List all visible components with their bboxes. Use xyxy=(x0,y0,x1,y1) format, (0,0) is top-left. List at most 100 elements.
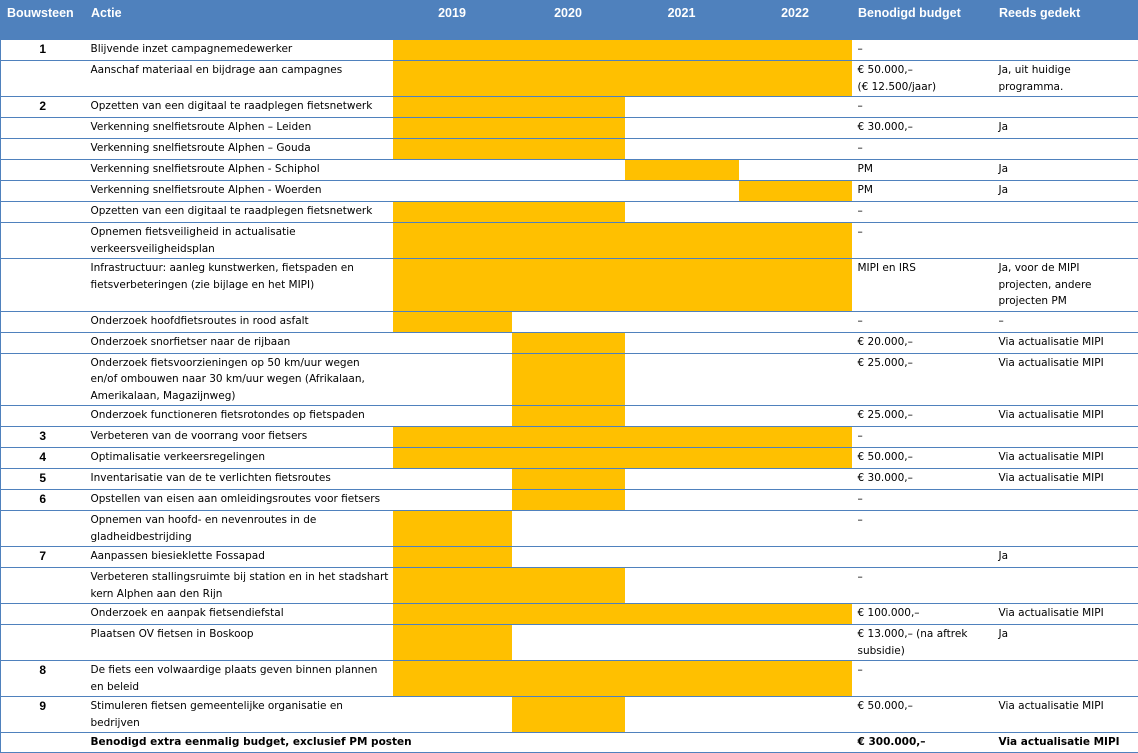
timeline-bar-segment xyxy=(512,490,625,511)
bouwsteen-cell xyxy=(1,61,85,97)
timeline-bar-segment xyxy=(625,448,739,469)
timeline-empty-cell xyxy=(625,511,739,547)
gedekt-cell: Via actualisatie MIPI xyxy=(993,448,1138,469)
timeline-empty-cell xyxy=(739,625,852,661)
timeline-bar-segment xyxy=(739,61,852,97)
timeline-empty-cell xyxy=(625,118,739,139)
timeline-empty-cell xyxy=(625,568,739,604)
timeline-bar-segment xyxy=(512,353,625,406)
timeline-bar-segment xyxy=(512,406,625,427)
gedekt-cell xyxy=(993,202,1138,223)
bouwsteen-cell: 1 xyxy=(1,40,85,61)
gedekt-cell xyxy=(993,568,1138,604)
bouwsteen-cell xyxy=(1,118,85,139)
gedekt-cell xyxy=(993,427,1138,448)
header-year-2022: 2022 xyxy=(739,1,852,40)
actie-cell: Verkenning snelfietsroute Alphen - Schip… xyxy=(85,160,393,181)
table-row: Onderzoek hoofdfietsroutes in rood asfal… xyxy=(1,311,1138,332)
timeline-empty-cell xyxy=(739,139,852,160)
bouwsteen-cell xyxy=(1,181,85,202)
header-budget: Benodigd budget xyxy=(852,1,993,40)
timeline-empty-cell xyxy=(739,469,852,490)
timeline-bar-segment xyxy=(625,259,739,312)
actie-cell: Infrastructuur: aanleg kunstwerken, fiet… xyxy=(85,259,393,312)
timeline-empty-cell xyxy=(393,490,512,511)
bouwsteen-cell: 9 xyxy=(1,697,85,733)
timeline-empty-cell xyxy=(393,332,512,353)
timeline-bar-segment xyxy=(393,97,512,118)
timeline-bar-segment xyxy=(393,511,512,547)
timeline-bar-segment xyxy=(512,118,625,139)
timeline-bar-segment xyxy=(393,661,512,697)
header-year-2019: 2019 xyxy=(393,1,512,40)
timeline-empty-cell xyxy=(739,118,852,139)
timeline-bar-segment xyxy=(512,97,625,118)
timeline-bar-segment xyxy=(739,223,852,259)
timeline-bar-segment xyxy=(625,223,739,259)
timeline-bar-segment xyxy=(625,61,739,97)
actie-cell: Inventarisatie van de te verlichten fiet… xyxy=(85,469,393,490)
timeline-bar-segment xyxy=(512,61,625,97)
gedekt-cell xyxy=(993,40,1138,61)
timeline-bar-segment xyxy=(393,202,512,223)
actie-cell: Onderzoek functioneren fietsrotondes op … xyxy=(85,406,393,427)
timeline-bar-segment xyxy=(512,223,625,259)
timeline-bar-segment xyxy=(739,661,852,697)
timeline-empty-cell xyxy=(512,511,625,547)
bouwsteen-cell xyxy=(1,353,85,406)
actie-cell: Aanpassen biesieklette Fossapad xyxy=(85,547,393,568)
gedekt-cell xyxy=(993,223,1138,259)
bouwsteen-cell: 4 xyxy=(1,448,85,469)
gedekt-cell: Ja xyxy=(993,547,1138,568)
timeline-empty-cell xyxy=(625,332,739,353)
timeline-bar-segment xyxy=(512,448,625,469)
bouwsteen-cell: 5 xyxy=(1,469,85,490)
timeline-empty-cell xyxy=(739,353,852,406)
actie-cell: De fiets een volwaardige plaats geven bi… xyxy=(85,661,393,697)
bouwsteen-cell xyxy=(1,223,85,259)
bouwsteen-cell xyxy=(1,604,85,625)
actie-cell: Opstellen van eisen aan omleidingsroutes… xyxy=(85,490,393,511)
timeline-bar-segment xyxy=(625,40,739,61)
bouwsteen-cell: 6 xyxy=(1,490,85,511)
timeline-empty-cell xyxy=(625,202,739,223)
budget-cell: – xyxy=(852,139,993,160)
budget-cell: PM xyxy=(852,160,993,181)
gedekt-cell xyxy=(993,661,1138,697)
bouwsteen-cell: 7 xyxy=(1,547,85,568)
timeline-bar-segment xyxy=(393,448,512,469)
bouwsteen-cell: 2 xyxy=(1,97,85,118)
timeline-empty-cell xyxy=(739,332,852,353)
timeline-empty-cell xyxy=(512,160,625,181)
gedekt-cell: Via actualisatie MIPI xyxy=(993,332,1138,353)
actie-cell: Verbeteren van de voorrang voor fietsers xyxy=(85,427,393,448)
timeline-empty-cell xyxy=(393,353,512,406)
timeline-bar-segment xyxy=(625,427,739,448)
timeline-empty-cell xyxy=(739,490,852,511)
total-row: Benodigd extra eenmalig budget, exclusie… xyxy=(1,733,1138,753)
timeline-bar-segment xyxy=(512,332,625,353)
gedekt-cell: Ja xyxy=(993,625,1138,661)
timeline-empty-cell xyxy=(393,160,512,181)
timeline-bar-segment xyxy=(393,568,512,604)
budget-cell: – xyxy=(852,427,993,448)
gedekt-cell xyxy=(993,511,1138,547)
timeline-bar-segment xyxy=(739,40,852,61)
timeline-empty-cell xyxy=(625,97,739,118)
bouwsteen-cell xyxy=(1,625,85,661)
timeline-bar-segment xyxy=(393,259,512,312)
timeline-bar-segment xyxy=(393,139,512,160)
bouwsteen-cell xyxy=(1,568,85,604)
timeline-empty-cell xyxy=(625,181,739,202)
table-row: Opzetten van een digitaal te raadplegen … xyxy=(1,202,1138,223)
bouwsteen-cell xyxy=(1,139,85,160)
bouwsteen-cell: 3 xyxy=(1,427,85,448)
timeline-bar-segment xyxy=(512,202,625,223)
table-row: Opnemen fietsveiligheid in actualisatie … xyxy=(1,223,1138,259)
header-row: Bouwsteen Actie 2019 2020 2021 2022 Beno… xyxy=(1,1,1138,40)
table-row: Infrastructuur: aanleg kunstwerken, fiet… xyxy=(1,259,1138,312)
